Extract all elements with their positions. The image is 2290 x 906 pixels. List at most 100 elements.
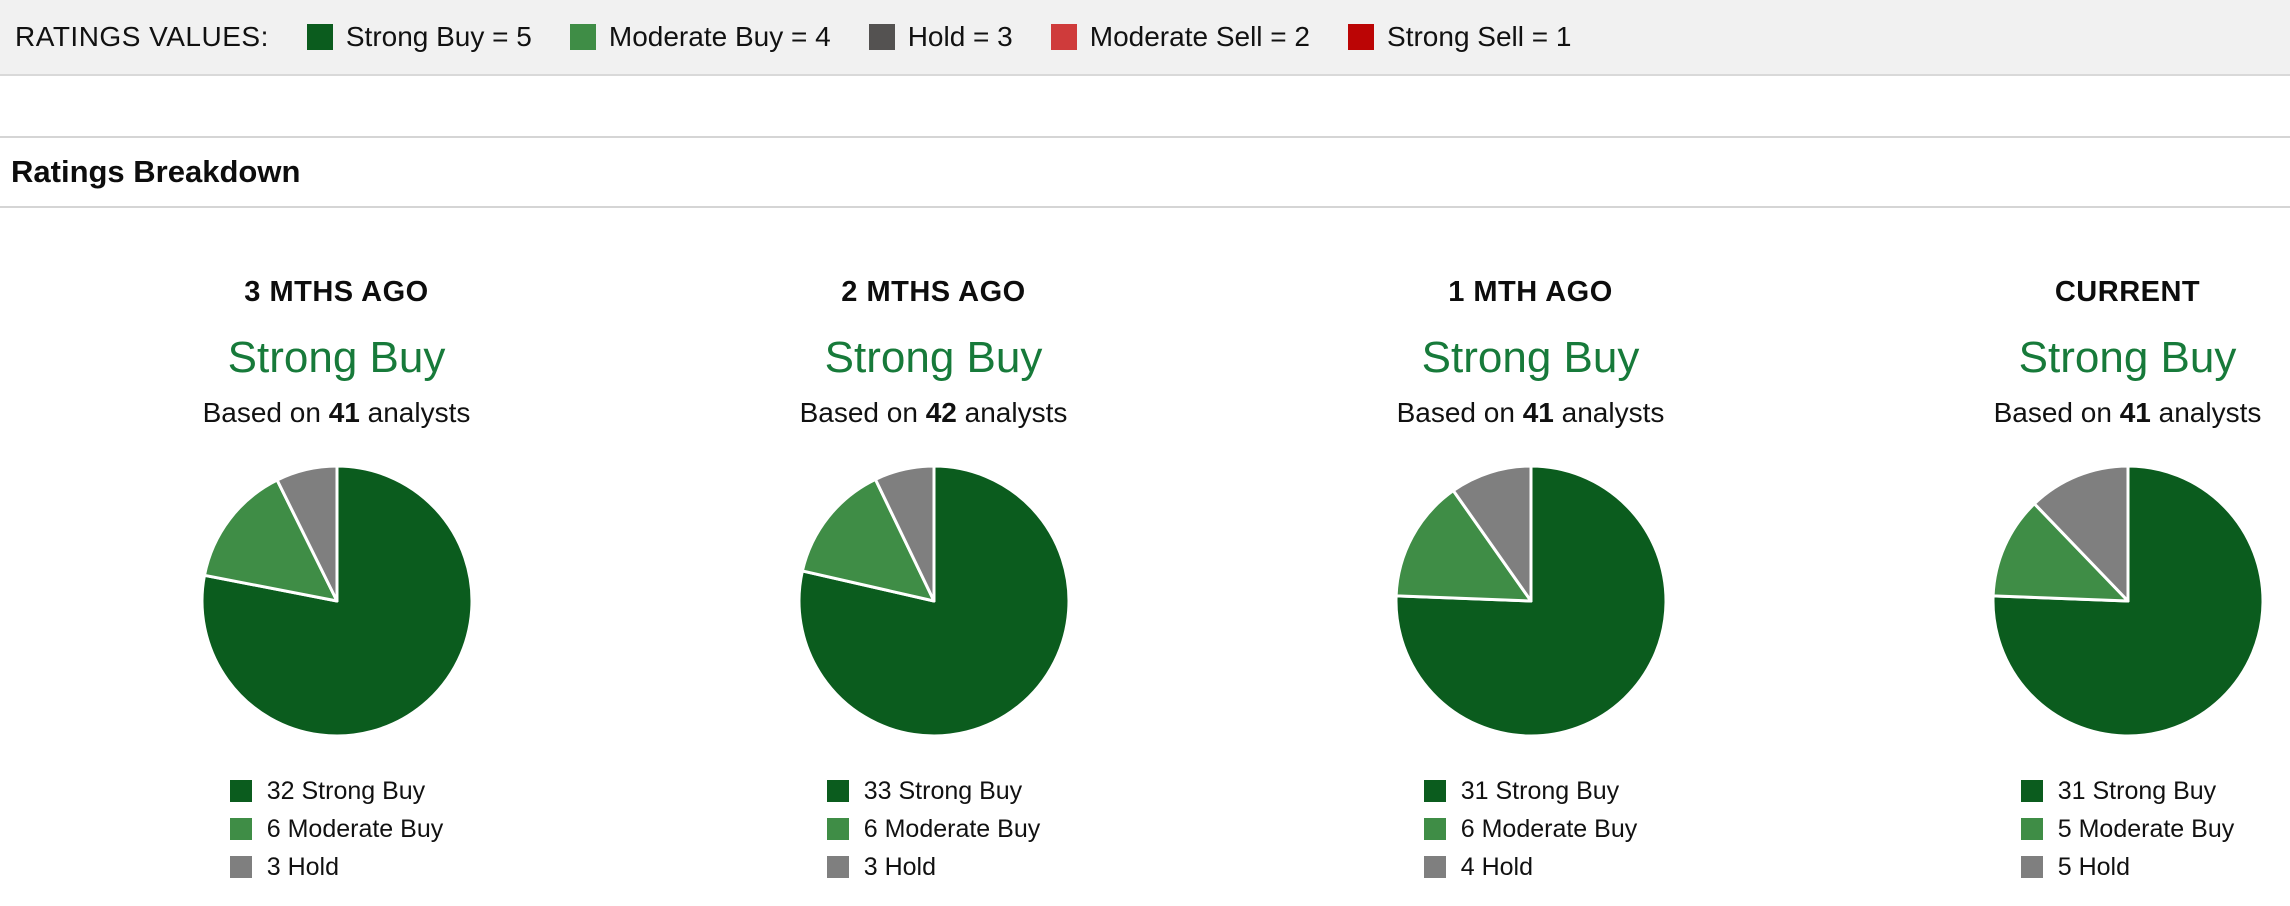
ratings-pie-chart bbox=[797, 464, 1070, 738]
pie-legend-items: 31 Strong Buy 6 Moderate Buy 4 Hold bbox=[1423, 768, 1638, 890]
section-header: Ratings Breakdown bbox=[0, 136, 2290, 208]
pie-legend-item-moderate-buy: 6 Moderate Buy bbox=[826, 814, 1041, 844]
analyst-count: 42 bbox=[925, 397, 957, 428]
strong-sell-swatch bbox=[1348, 24, 1375, 50]
consensus-rating: Strong Buy bbox=[1421, 333, 1640, 382]
ratings-pie-chart bbox=[1394, 464, 1667, 738]
analyst-count-line: Based on 41 analysts bbox=[1232, 396, 1829, 430]
based-on-prefix: Based on bbox=[202, 397, 321, 428]
pie-legend-label: 5 Hold bbox=[2057, 853, 2131, 881]
spacer bbox=[0, 76, 2290, 136]
hold-swatch bbox=[229, 856, 252, 878]
pie-legend-item-strong-buy: 33 Strong Buy bbox=[826, 776, 1041, 806]
pie-slice-moderate-buy bbox=[1991, 502, 2129, 603]
pie-legend: 32 Strong Buy 6 Moderate Buy 3 Hold bbox=[38, 768, 635, 890]
moderate-buy-swatch bbox=[1423, 818, 1446, 840]
ratings-pie-chart bbox=[1991, 464, 2264, 738]
pie-slice-hold bbox=[1451, 464, 1532, 603]
rating-legend-item-hold: Hold = 3 bbox=[868, 21, 1013, 53]
based-on-prefix: Based on bbox=[1993, 397, 2112, 428]
moderate-sell-value-label: Moderate Sell = 2 bbox=[1089, 21, 1311, 52]
analyst-count: 41 bbox=[328, 397, 360, 428]
pie-legend-label: 3 Hold bbox=[266, 853, 340, 881]
moderate-buy-swatch bbox=[569, 24, 596, 50]
consensus-rating: Strong Buy bbox=[227, 333, 446, 382]
ratings-values-legend: Strong Buy = 5 Moderate Buy = 4 Hold = 3 Mo… bbox=[306, 21, 1571, 53]
strong-buy-swatch bbox=[1423, 780, 1446, 802]
analyst-count-line: Based on 41 analysts bbox=[38, 396, 635, 430]
analyst-count-line: Based on 42 analysts bbox=[635, 396, 1232, 430]
pie-legend: 31 Strong Buy 5 Moderate Buy 5 Hold bbox=[1829, 768, 2290, 890]
strong-buy-value-label: Strong Buy = 5 bbox=[345, 21, 532, 52]
hold-value-label: Hold = 3 bbox=[907, 21, 1013, 52]
moderate-buy-swatch bbox=[2020, 818, 2043, 840]
rating-legend-item-strong-sell: Strong Sell = 1 bbox=[1348, 21, 1571, 53]
page-title: Ratings Breakdown bbox=[11, 154, 301, 189]
moderate-buy-swatch bbox=[826, 818, 849, 840]
pie-legend-item-hold: 5 Hold bbox=[2020, 852, 2235, 882]
period-title: 3 MTHS AGO bbox=[244, 276, 429, 308]
strong-buy-swatch bbox=[229, 780, 252, 802]
pie-slice-moderate-buy bbox=[800, 477, 935, 603]
strong-buy-swatch bbox=[826, 780, 849, 802]
pie-legend: 33 Strong Buy 6 Moderate Buy 3 Hold bbox=[635, 768, 1232, 890]
chart-column-2-mths-ago: 2 MTHS AGO Strong Buy Based on 42 analys… bbox=[635, 274, 1232, 890]
pie-slice-hold bbox=[275, 464, 338, 603]
analyst-count-line: Based on 41 analysts bbox=[1829, 396, 2290, 430]
pie-legend-label: 6 Moderate Buy bbox=[863, 815, 1041, 843]
pie-legend-items: 31 Strong Buy 5 Moderate Buy 5 Hold bbox=[2020, 768, 2235, 890]
chart-column-1-mth-ago: 1 MTH AGO Strong Buy Based on 41 analyst… bbox=[1232, 274, 1829, 890]
period-title: 1 MTH AGO bbox=[1448, 276, 1613, 308]
pie-legend-label: 32 Strong Buy bbox=[266, 777, 426, 805]
pie-legend-items: 32 Strong Buy 6 Moderate Buy 3 Hold bbox=[229, 768, 444, 890]
analyst-count: 41 bbox=[1522, 397, 1554, 428]
consensus-rating: Strong Buy bbox=[2018, 333, 2237, 382]
rating-legend-item-strong-buy: Strong Buy = 5 bbox=[306, 21, 532, 53]
period-title: 2 MTHS AGO bbox=[841, 276, 1026, 308]
ratings-breakdown-charts: 3 MTHS AGO Strong Buy Based on 41 analys… bbox=[0, 208, 2290, 890]
pie-legend-label: 6 Moderate Buy bbox=[266, 815, 444, 843]
based-on-suffix: analysts bbox=[2158, 397, 2262, 428]
pie-slice-hold bbox=[873, 464, 935, 603]
ratings-values-label: RATINGS VALUES: bbox=[15, 21, 269, 52]
strong-sell-value-label: Strong Sell = 1 bbox=[1387, 21, 1572, 52]
strong-buy-swatch bbox=[2020, 780, 2043, 802]
pie-legend-item-hold: 3 Hold bbox=[229, 852, 444, 882]
hold-swatch bbox=[868, 24, 895, 50]
hold-swatch bbox=[2020, 856, 2043, 878]
based-on-suffix: analysts bbox=[964, 397, 1068, 428]
rating-legend-item-moderate-sell: Moderate Sell = 2 bbox=[1050, 21, 1311, 53]
moderate-buy-value-label: Moderate Buy = 4 bbox=[608, 21, 831, 52]
strong-buy-swatch bbox=[306, 24, 333, 50]
ratings-pie-chart bbox=[200, 464, 473, 738]
ratings-values-bar: RATINGS VALUES: Strong Buy = 5 Moderate B… bbox=[0, 0, 2290, 76]
based-on-prefix: Based on bbox=[799, 397, 918, 428]
pie-legend-label: 4 Hold bbox=[1460, 853, 1534, 881]
pie-legend-item-moderate-buy: 6 Moderate Buy bbox=[229, 814, 444, 844]
based-on-suffix: analysts bbox=[367, 397, 471, 428]
pie-legend: 31 Strong Buy 6 Moderate Buy 4 Hold bbox=[1232, 768, 1829, 890]
pie-legend-label: 3 Hold bbox=[863, 853, 937, 881]
moderate-buy-swatch bbox=[229, 818, 252, 840]
pie-slice-moderate-buy bbox=[1394, 489, 1532, 603]
chart-column-current: CURRENT Strong Buy Based on 41 analysts … bbox=[1829, 274, 2290, 890]
pie-legend-item-hold: 4 Hold bbox=[1423, 852, 1638, 882]
pie-legend-item-moderate-buy: 5 Moderate Buy bbox=[2020, 814, 2235, 844]
pie-legend-item-strong-buy: 31 Strong Buy bbox=[1423, 776, 1638, 806]
pie-legend-label: 6 Moderate Buy bbox=[1460, 815, 1638, 843]
based-on-prefix: Based on bbox=[1396, 397, 1515, 428]
pie-legend-item-hold: 3 Hold bbox=[826, 852, 1041, 882]
hold-swatch bbox=[1423, 856, 1446, 878]
consensus-rating: Strong Buy bbox=[824, 333, 1043, 382]
pie-legend-label: 31 Strong Buy bbox=[2057, 777, 2217, 805]
analyst-count: 41 bbox=[2119, 397, 2151, 428]
pie-slice-hold bbox=[2032, 464, 2129, 603]
moderate-sell-swatch bbox=[1050, 24, 1077, 50]
chart-column-3-mths-ago: 3 MTHS AGO Strong Buy Based on 41 analys… bbox=[38, 274, 635, 890]
pie-legend-items: 33 Strong Buy 6 Moderate Buy 3 Hold bbox=[826, 768, 1041, 890]
pie-legend-label: 5 Moderate Buy bbox=[2057, 815, 2235, 843]
based-on-suffix: analysts bbox=[1561, 397, 1665, 428]
period-title: CURRENT bbox=[2054, 276, 2201, 308]
rating-legend-item-moderate-buy: Moderate Buy = 4 bbox=[569, 21, 831, 53]
pie-legend-label: 33 Strong Buy bbox=[863, 777, 1023, 805]
